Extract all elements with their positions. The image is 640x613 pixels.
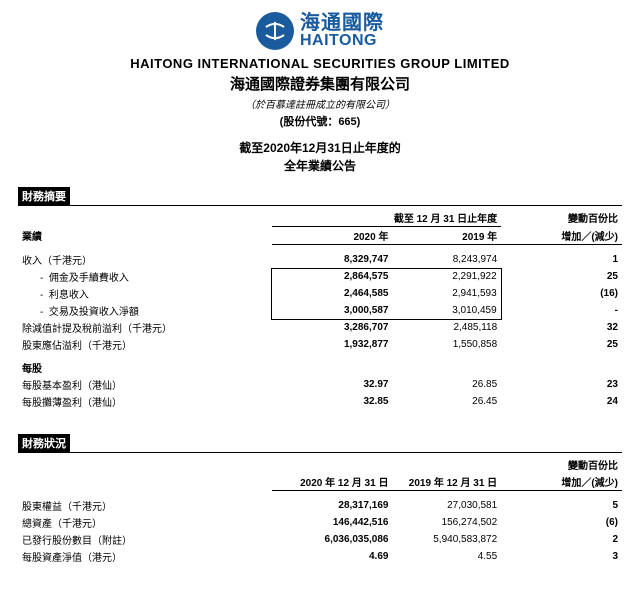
row-commission-label: - 佣金及手續費收入 [18, 268, 272, 285]
row-attrib-label: 股東應佔溢利（千港元） [18, 336, 272, 353]
row-revenue-label: 收入（千港元） [18, 251, 272, 268]
row-equity-2019: 27,030,581 [392, 497, 501, 514]
row-trading-2019: 3,010,459 [392, 302, 501, 319]
row-assets-pct: (6) [501, 514, 622, 531]
title-cn: 海通國際證券集團有限公司 [18, 73, 622, 94]
row-shares-label: 已發行股份數目（附註） [18, 531, 272, 548]
row-nav-2020: 4.69 [272, 548, 393, 565]
row-trading-label: - 交易及投資收入淨額 [18, 302, 272, 319]
row-equity-2020: 28,317,169 [272, 497, 393, 514]
row-preimp-2020: 3,286,707 [272, 319, 393, 336]
performance-table: 截至 12 月 31 日止年度 變動百份比 業績 2020 年 2019 年 增… [18, 209, 622, 410]
row-revenue-2019: 8,243,974 [392, 251, 501, 268]
pos-hdr-pct2: 增加／(減少) [501, 473, 622, 491]
stock-code: (股份代號：665) [18, 113, 622, 129]
row-preimp-label: 除減值計提及稅前溢利（千港元） [18, 319, 272, 336]
pos-hdr-2020: 2020 年 12 月 31 日 [272, 473, 393, 491]
brand-cn: 海通國際 [300, 13, 384, 33]
row-interest-label: - 利息收入 [18, 285, 272, 302]
pos-hdr-2019: 2019 年 12 月 31 日 [392, 473, 501, 491]
row-basic-pct: 23 [501, 376, 622, 393]
announce-line2: 全年業績公告 [18, 157, 622, 175]
row-interest-pct: (16) [501, 285, 622, 302]
row-commission-2019: 2,291,922 [392, 268, 501, 285]
row-assets-label: 總資產（千港元） [18, 514, 272, 531]
row-trading-pct: - [501, 302, 622, 319]
row-basic-2019: 26.85 [392, 376, 501, 393]
row-trading-2020: 3,000,587 [272, 302, 393, 319]
row-preimp-2019: 2,485,118 [392, 319, 501, 336]
row-shares-pct: 2 [501, 531, 622, 548]
row-equity-pct: 5 [501, 497, 622, 514]
section-financial-highlights: 財務摘要 [18, 187, 70, 205]
row-commission-2020: 2,864,575 [272, 268, 393, 285]
section-financial-position: 財務狀況 [18, 434, 70, 452]
brand-en: HAITONG [300, 33, 384, 49]
row-interest-2019: 2,941,593 [392, 285, 501, 302]
announcement-title: 截至2020年12月31日止年度的 全年業績公告 [18, 139, 622, 175]
row-interest-2020: 2,464,585 [272, 285, 393, 302]
row-commission-pct: 25 [501, 268, 622, 285]
hdr-pct2: 增加／(減少) [501, 227, 622, 245]
logo: 海通國際 HAITONG [18, 12, 622, 50]
row-nav-2019: 4.55 [392, 548, 501, 565]
hdr-2019: 2019 年 [392, 227, 501, 245]
row-revenue-pct: 1 [501, 251, 622, 268]
logo-icon [256, 12, 294, 50]
row-basic-2020: 32.97 [272, 376, 393, 393]
document-header: 海通國際 HAITONG HAITONG INTERNATIONAL SECUR… [18, 12, 622, 175]
row-attrib-2020: 1,932,877 [272, 336, 393, 353]
pos-hdr-pct: 變動百份比 [501, 456, 622, 473]
row-basic-label: 每股基本盈利（港仙） [18, 376, 272, 393]
row-diluted-pct: 24 [501, 393, 622, 410]
row-nav-label: 每股資產淨值（港元） [18, 548, 272, 565]
row-equity-label: 股東權益（千港元） [18, 497, 272, 514]
row-preimp-pct: 32 [501, 319, 622, 336]
row-diluted-label: 每股攤薄盈利（港仙） [18, 393, 272, 410]
position-table: 變動百份比 2020 年 12 月 31 日 2019 年 12 月 31 日 … [18, 456, 622, 565]
title-sub: （於百慕達註冊成立的有限公司） [18, 96, 622, 111]
row-assets-2020: 146,442,516 [272, 514, 393, 531]
title-en: HAITONG INTERNATIONAL SECURITIES GROUP L… [18, 56, 622, 71]
hdr-period: 截至 12 月 31 日止年度 [272, 209, 502, 227]
row-attrib-pct: 25 [501, 336, 622, 353]
row-assets-2019: 156,274,502 [392, 514, 501, 531]
hdr-pershare: 每股 [18, 359, 272, 376]
row-diluted-2020: 32.85 [272, 393, 393, 410]
hdr-performance: 業績 [18, 227, 272, 245]
row-diluted-2019: 26.45 [392, 393, 501, 410]
hdr-2020: 2020 年 [272, 227, 393, 245]
hdr-pct: 變動百份比 [501, 209, 622, 227]
announce-line1: 截至2020年12月31日止年度的 [18, 139, 622, 157]
row-nav-pct: 3 [501, 548, 622, 565]
row-attrib-2019: 1,550,858 [392, 336, 501, 353]
row-shares-2020: 6,036,035,086 [272, 531, 393, 548]
row-shares-2019: 5,940,583,872 [392, 531, 501, 548]
row-revenue-2020: 8,329,747 [272, 251, 393, 268]
